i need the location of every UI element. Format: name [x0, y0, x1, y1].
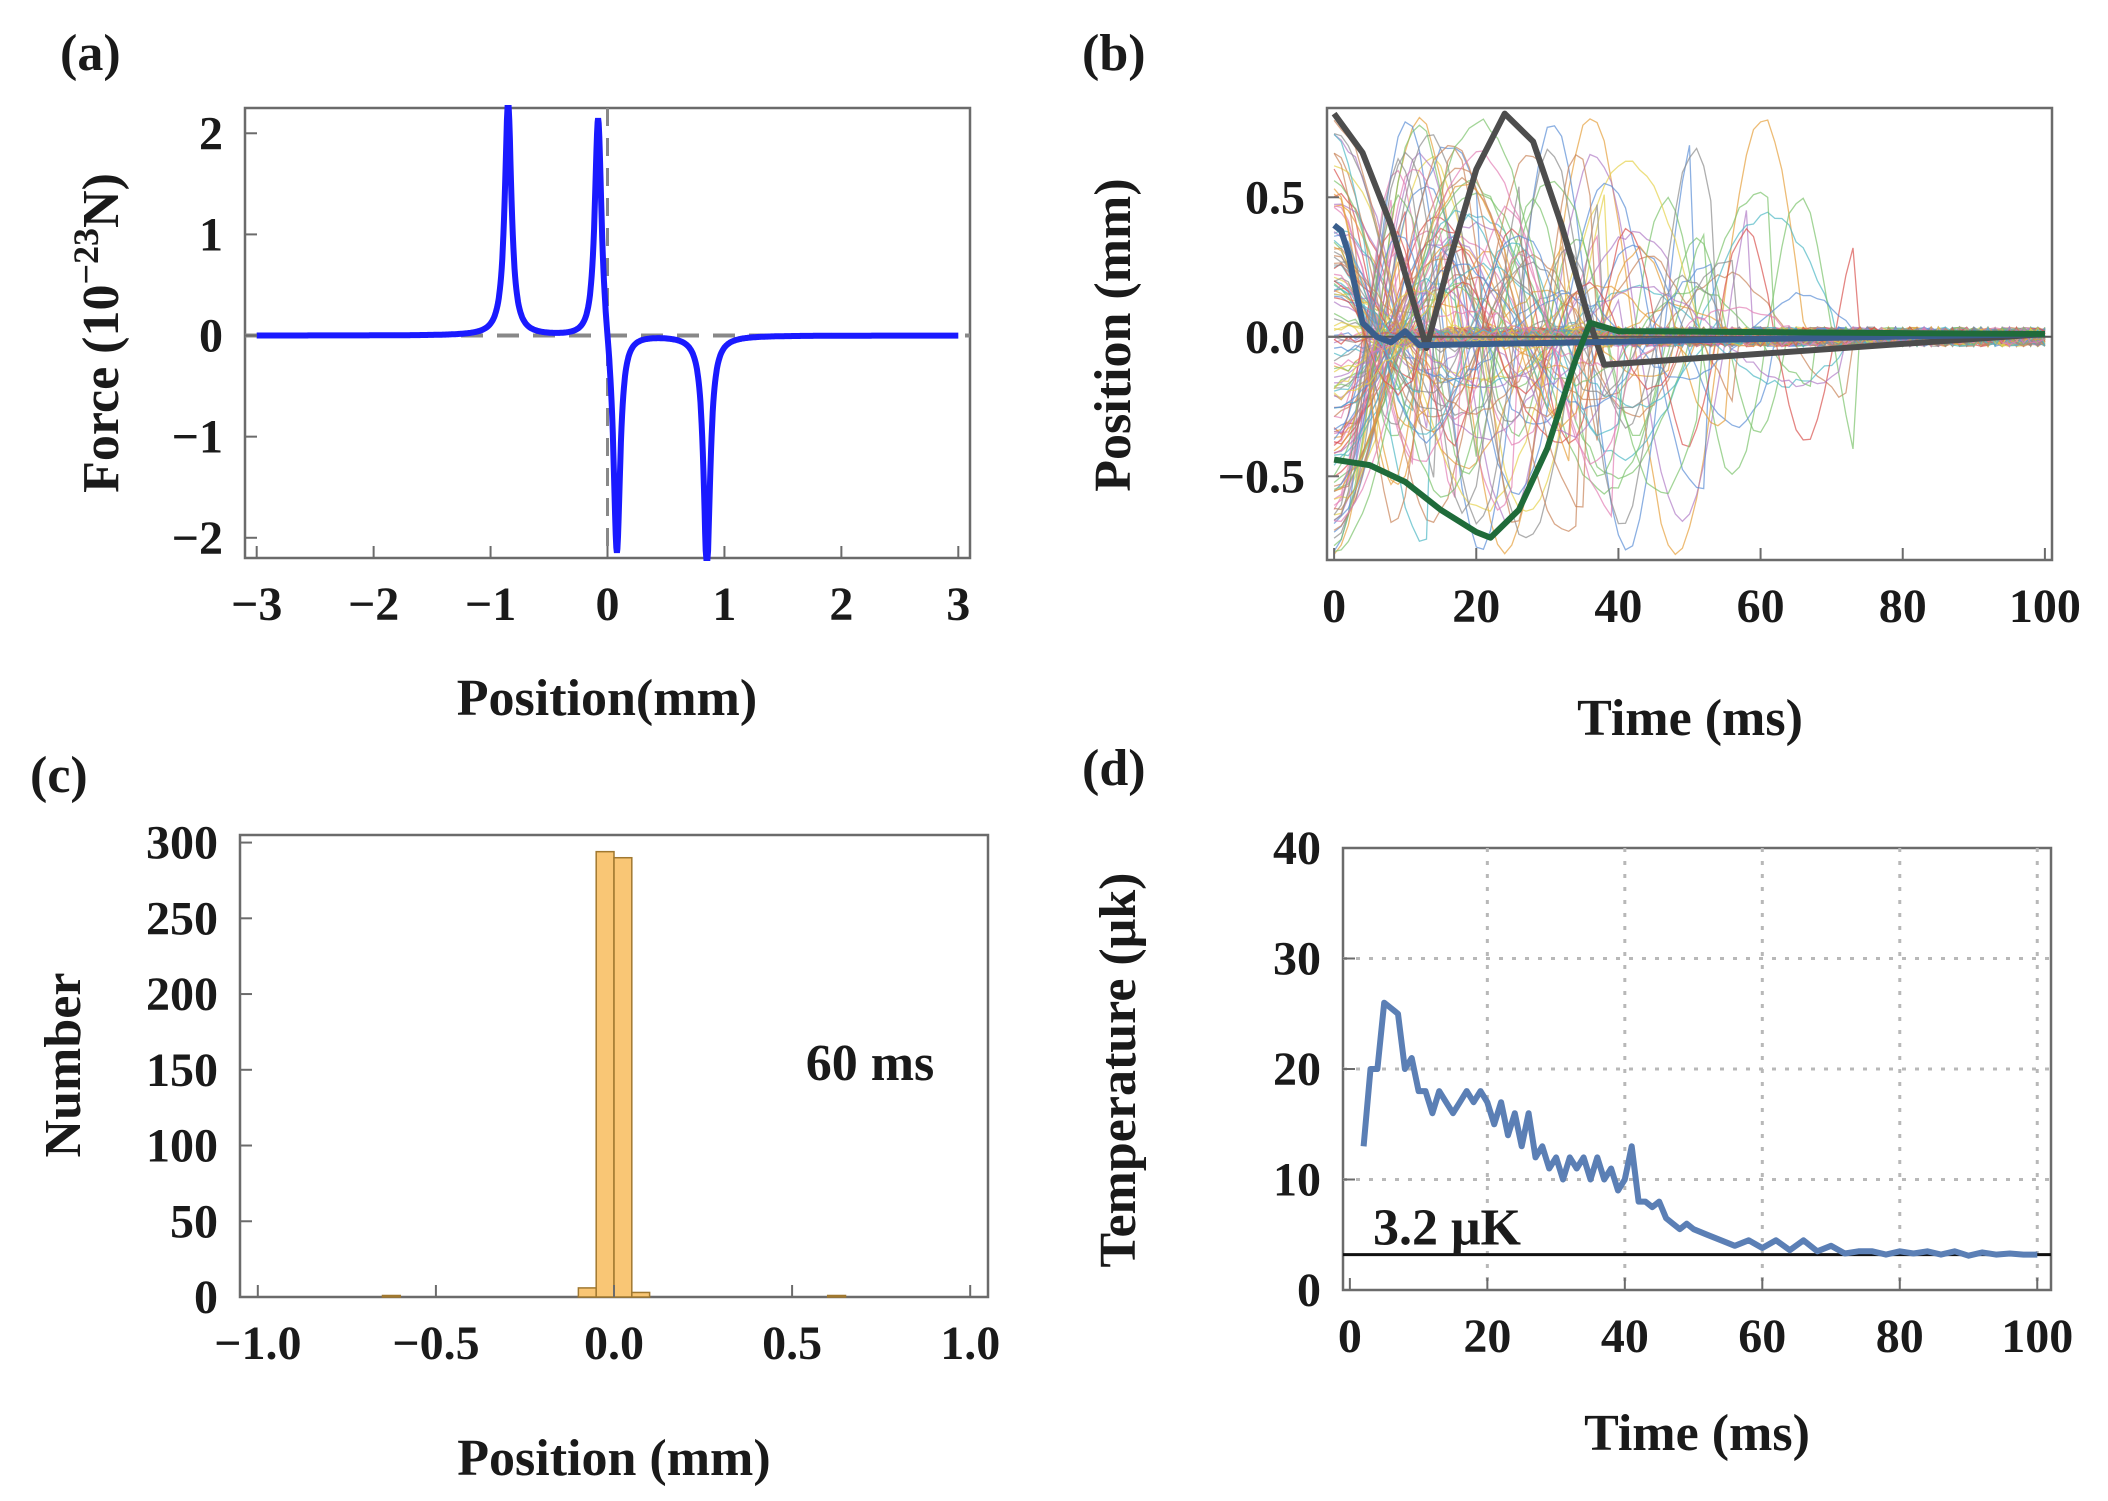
panel-c-bar	[595, 850, 615, 1298]
panel-d-annotation: 3.2 μK	[1373, 1200, 1521, 1257]
panel-b-xtick-label: 100	[2009, 580, 2081, 633]
panel-c-ytick-label: 300	[146, 817, 218, 870]
panel-c-xtick-label: −1.0	[214, 1317, 301, 1370]
panel-c-xtick-label: 0.5	[762, 1317, 822, 1370]
panel-d-grid	[1343, 848, 2051, 1290]
panel-b-ytick-label: 0.5	[1245, 171, 1305, 224]
panel-a-ytick-label: −1	[172, 411, 223, 464]
panel-a-xtick-label: −2	[348, 578, 399, 631]
panel-d-xtick-label: 0	[1338, 1310, 1362, 1363]
panel-c-y-ticks: 0 50 100 150 200 250 300	[146, 817, 252, 1324]
panel-b-ytick-label: −0.5	[1218, 450, 1305, 503]
panel-a-xtick-label: 3	[946, 578, 970, 631]
panel-d-xtick-label: 40	[1601, 1310, 1649, 1363]
panel-a-xtick-label: 2	[829, 578, 853, 631]
panel-b-label: (b)	[1082, 25, 1146, 82]
panel-b-trajectory	[1334, 263, 2046, 411]
panel-c-annotation: 60 ms	[806, 1035, 935, 1092]
panel-c: (c) −1.0 −0.5 0.0 0.5 1.0 0 50 100 150 200 250 300…	[30, 747, 1000, 1487]
panel-c-xtick-label: 1.0	[940, 1317, 1000, 1370]
panel-d-xtick-label: 100	[2001, 1310, 2073, 1363]
panel-a-force-curve	[256, 105, 959, 561]
panel-a-ylabel: Force (10−23N)	[66, 173, 130, 493]
panel-b-green-trajectory	[1333, 319, 2045, 541]
panel-a-xtick-label: −3	[231, 578, 282, 631]
panel-c-ytick-label: 250	[146, 892, 218, 945]
panel-a-xlabel: Position(mm)	[457, 670, 757, 727]
panel-c-bar	[381, 1294, 402, 1298]
panel-b-ytick-label: 0.0	[1245, 311, 1305, 364]
panel-a-x-ticks: −3 −2 −1 0 1 2 3	[231, 546, 970, 631]
panel-c-x-ticks: −1.0 −0.5 0.0 0.5 1.0	[214, 1285, 1000, 1370]
panel-b-xlabel: Time (ms)	[1577, 690, 1803, 747]
panel-d-ytick-label: 10	[1273, 1154, 1321, 1207]
panel-a-ytick-label: −2	[172, 512, 223, 565]
panel-b-ylabel: Position (mm)	[1085, 178, 1142, 491]
panel-d: (d) 3.2 μK 0 20 40 60 80 100 0 10 20 30 40 Time (…	[1082, 740, 2073, 1462]
panel-b-xtick-label: 40	[1594, 580, 1642, 633]
panel-c-ytick-label: 100	[146, 1120, 218, 1173]
panel-c-ytick-label: 150	[146, 1044, 218, 1097]
panel-d-xlabel: Time (ms)	[1584, 1405, 1810, 1462]
panel-c-ylabel: Number	[35, 973, 92, 1158]
panel-c-ytick-label: 200	[146, 968, 218, 1021]
panel-c-ytick-label: 0	[194, 1271, 218, 1324]
panel-d-ytick-label: 20	[1273, 1043, 1321, 1096]
panel-b-frame	[1325, 106, 2054, 562]
panel-c-ytick-label: 50	[170, 1195, 218, 1248]
panel-d-temperature-curve	[1360, 999, 2038, 1259]
panel-b-xtick-label: 80	[1879, 580, 1927, 633]
panel-b-highlight-trajectories	[1331, 110, 2046, 541]
panel-a-xtick-label: 1	[712, 578, 736, 631]
panel-c-xtick-label: −0.5	[392, 1317, 479, 1370]
panel-b-x-ticks: 0 20 40 60 80 100	[1322, 548, 2081, 633]
panel-c-bar	[631, 1291, 651, 1298]
panel-c-bars	[381, 850, 847, 1298]
panel-a-ytick-label: 1	[199, 208, 223, 261]
panel-c-bar	[577, 1287, 597, 1298]
panel-c-xlabel: Position (mm)	[457, 1430, 770, 1487]
panel-a-ytick-label: 0	[199, 310, 223, 363]
panel-d-xtick-label: 20	[1463, 1310, 1511, 1363]
panel-b-xtick-label: 60	[1737, 580, 1785, 633]
panel-c-xtick-label: 0.0	[584, 1317, 644, 1370]
panel-d-xtick-label: 80	[1876, 1310, 1924, 1363]
panel-a-ytick-label: 2	[199, 107, 223, 160]
panel-a-y-ticks: −2 −1 0 1 2	[172, 107, 257, 565]
panel-d-xtick-label: 60	[1738, 1310, 1786, 1363]
panel-a-xtick-label: −1	[465, 578, 516, 631]
panel-d-y-ticks: 0 10 20 30 40	[1273, 822, 1355, 1317]
panel-c-bar	[826, 1294, 847, 1298]
panel-d-label: (d)	[1082, 740, 1146, 797]
panel-a-label: (a)	[60, 25, 121, 82]
panel-c-label: (c)	[30, 747, 88, 804]
panel-d-x-ticks: 0 20 40 60 80 100	[1338, 1278, 2073, 1363]
panel-b-y-ticks: −0.5 0.0 0.5	[1218, 171, 1339, 503]
panel-d-ytick-label: 30	[1273, 933, 1321, 986]
panel-b-xtick-label: 20	[1452, 580, 1500, 633]
panel-c-bar	[613, 856, 633, 1298]
panel-a-xtick-label: 0	[596, 578, 620, 631]
panel-b-xtick-label: 0	[1322, 580, 1346, 633]
panel-b-blue-trajectory	[1332, 222, 2045, 349]
panel-d-ylabel: Temperature (μk)	[1090, 873, 1147, 1268]
panel-d-ytick-label: 0	[1297, 1264, 1321, 1317]
panel-d-ytick-label: 40	[1273, 822, 1321, 875]
panel-b: (b) 0 20 40 60 80 100 −0.5 0.0 0.5 Time (ms) Po…	[1082, 25, 2081, 747]
